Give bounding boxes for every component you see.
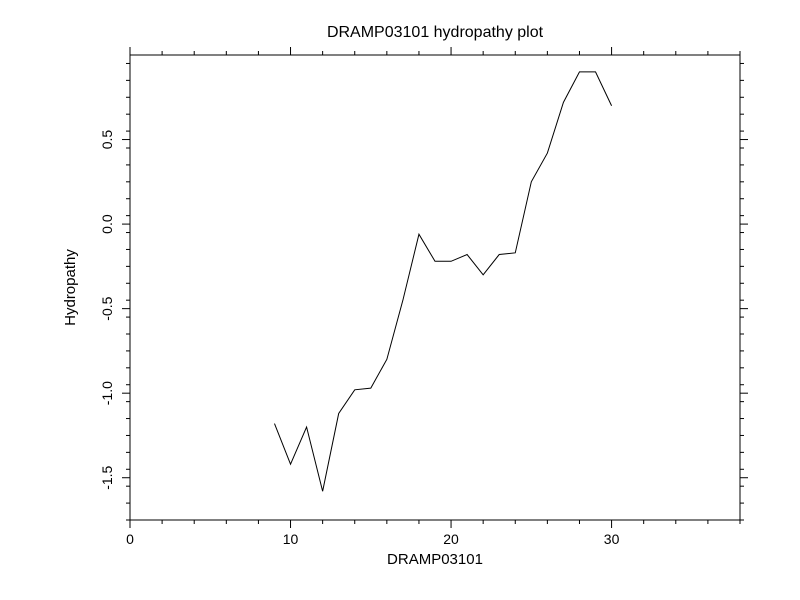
- y-tick-label: 0.5: [99, 130, 115, 150]
- y-axis-minor-ticks: [126, 63, 744, 520]
- y-axis-tick-labels: -1.5 -1.0 -0.5 0.0 0.5: [99, 130, 115, 490]
- x-tick-label: 10: [283, 531, 299, 547]
- y-tick-label: -1.5: [99, 465, 115, 489]
- chart-title: DRAMP03101 hydropathy plot: [327, 24, 544, 41]
- x-axis-minor-ticks: [162, 51, 740, 524]
- plot-border: [130, 55, 740, 520]
- y-axis-ticks: [122, 140, 748, 478]
- data-line: [274, 72, 611, 491]
- chart-container: DRAMP03101 hydropathy plot 0102030 -1.5-…: [0, 0, 800, 600]
- y-tick-label: -0.5: [99, 296, 115, 320]
- hydropathy-chart: DRAMP03101 hydropathy plot 0102030 -1.5-…: [0, 0, 800, 600]
- y-tick-label: -1.0: [99, 381, 115, 405]
- x-tick-label: 20: [443, 531, 459, 547]
- x-axis-label: DRAMP03101: [387, 551, 483, 568]
- x-axis-tick-labels: 0 10 20 30: [126, 531, 619, 547]
- x-tick-label: 0: [126, 531, 134, 547]
- y-axis-label: Hydropathy: [62, 249, 79, 326]
- y-tick-label: 0.0: [99, 214, 115, 234]
- x-tick-label: 30: [604, 531, 620, 547]
- x-axis-ticks: [130, 47, 612, 528]
